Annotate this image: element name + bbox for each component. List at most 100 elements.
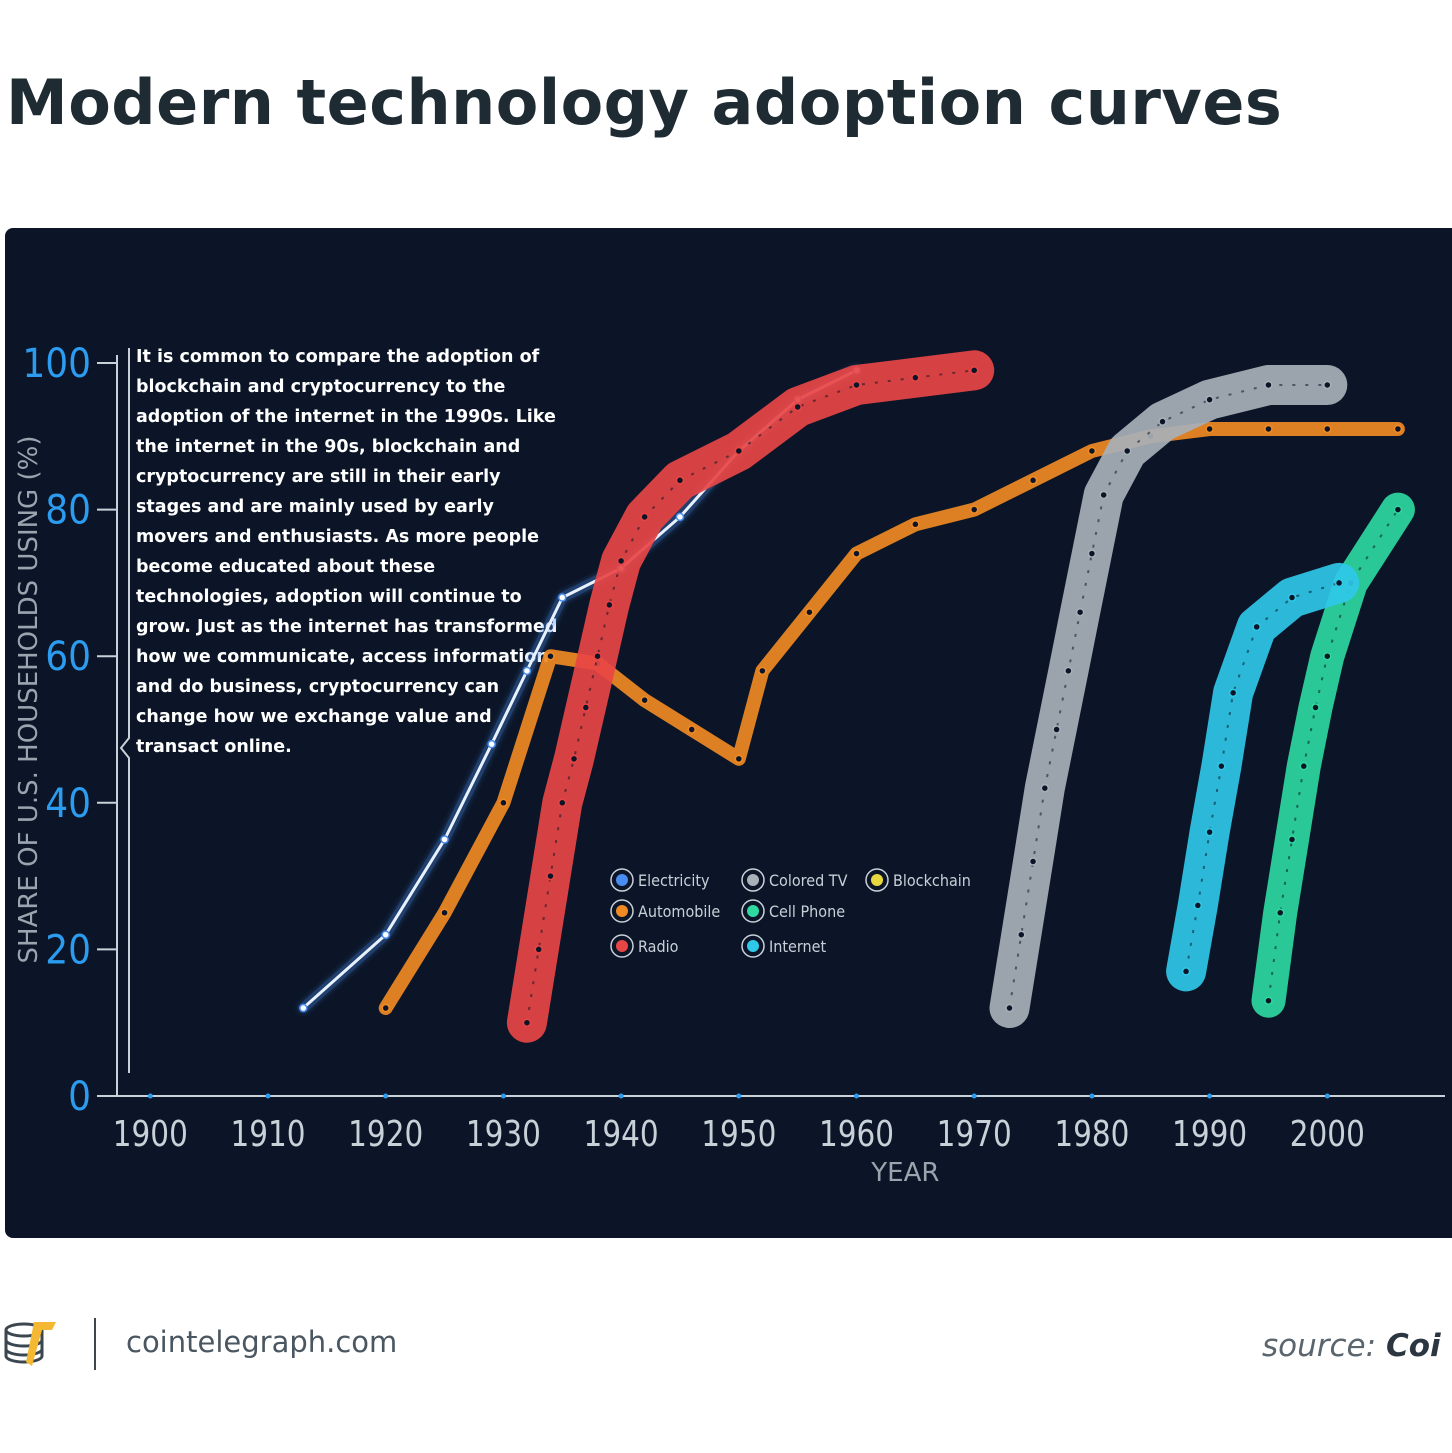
data-point	[911, 373, 920, 382]
data-point	[1205, 395, 1214, 404]
data-point	[852, 549, 861, 558]
y-tick-label: 40	[45, 781, 91, 827]
legend-item-automobile: Automobile	[610, 899, 720, 923]
y-tick-label: 60	[45, 634, 91, 680]
annotation-brace	[119, 348, 130, 1073]
data-point	[969, 505, 979, 514]
annotation-line: the internet in the 90s, blockchain and	[136, 437, 520, 457]
legend: Electricity Automobile Radio Colored TV Cell…	[610, 868, 971, 958]
series-line	[378, 422, 1405, 1015]
data-point	[1205, 827, 1214, 837]
data-point	[487, 739, 496, 749]
annotation-line: change how we exchange value and	[136, 707, 492, 727]
x-axis-title: YEAR	[870, 1158, 939, 1188]
data-point	[546, 871, 555, 881]
data-point	[522, 666, 532, 676]
data-point	[546, 651, 555, 661]
annotation-line: movers and enthusiasts. As more people	[136, 527, 539, 547]
data-point	[1122, 446, 1132, 456]
data-point	[1287, 835, 1297, 844]
axes: 0 20 40 60 80 100 1900 1910 1920 1930 1940 1950 1960…	[14, 341, 1445, 1188]
legend-item-blockchain: Blockchain	[865, 868, 971, 892]
y-tick-label: 100	[22, 341, 91, 387]
data-point	[1099, 490, 1108, 500]
legend-label: Colored TV	[769, 871, 848, 890]
data-point	[640, 512, 649, 522]
annotation-text: It is common to compare the adoption of b…	[136, 347, 557, 757]
source-prefix: source:	[1262, 1328, 1377, 1364]
x-tick-dot	[1324, 1093, 1330, 1099]
legend-swatch	[616, 874, 628, 886]
data-point	[522, 1018, 532, 1027]
x-tick-label: 1920	[348, 1112, 423, 1155]
data-point	[1228, 688, 1238, 698]
series-internet	[1166, 562, 1360, 992]
annotation-line: cryptocurrency are still in their early	[136, 467, 501, 487]
data-point	[1393, 505, 1403, 514]
legend-item-electricity: Electricity	[610, 868, 710, 892]
data-point	[734, 754, 744, 764]
annotation-line: how we communicate, access information	[136, 647, 549, 667]
data-point	[911, 520, 920, 529]
annotation-line: stages and are mainly used by early	[136, 497, 494, 517]
data-point	[534, 945, 543, 954]
data-point	[569, 754, 579, 764]
data-point	[1311, 703, 1320, 712]
data-point	[1028, 476, 1038, 485]
data-point	[640, 695, 649, 705]
data-point	[1299, 761, 1309, 771]
footer-site-link[interactable]: cointelegraph.com	[126, 1325, 398, 1359]
annotation-line: become educated about these	[136, 557, 435, 577]
x-tick-dot	[736, 1093, 742, 1099]
series-texture	[1185, 581, 1340, 972]
data-point	[1158, 417, 1167, 426]
legend-swatch	[747, 874, 759, 886]
data-point	[1075, 607, 1085, 617]
series-group	[298, 350, 1415, 1043]
data-point	[1005, 1003, 1014, 1013]
data-point	[1052, 725, 1061, 734]
x-tick-label: 1980	[1054, 1112, 1129, 1155]
x-tick-dot	[1089, 1093, 1095, 1099]
legend-label: Radio	[638, 937, 679, 956]
data-point	[758, 666, 767, 676]
legend-swatch	[747, 940, 759, 952]
page-title: Modern technology adoption curves	[6, 66, 1283, 139]
x-tick-dot	[854, 1093, 860, 1099]
footer-source: source: Coi	[1262, 1328, 1441, 1364]
x-tick-label: 2000	[1290, 1112, 1365, 1155]
data-point	[1087, 446, 1097, 456]
data-point	[558, 593, 567, 602]
data-point	[593, 651, 602, 661]
data-point	[675, 512, 685, 522]
data-point	[605, 600, 614, 610]
annotation-line: blockchain and cryptocurrency to the	[136, 377, 506, 397]
data-point	[1264, 424, 1273, 434]
x-tick-dot	[265, 1093, 271, 1099]
x-tick-dot	[500, 1093, 506, 1099]
series-colored-tv	[989, 365, 1348, 1028]
data-point	[1064, 666, 1073, 676]
series-texture	[525, 369, 975, 1023]
data-point	[675, 476, 685, 485]
data-point	[1393, 424, 1403, 434]
data-point	[1181, 967, 1191, 976]
data-point	[1217, 761, 1226, 771]
cointelegraph-logo-icon	[4, 1322, 56, 1366]
x-tick-label: 1910	[230, 1112, 305, 1155]
data-point	[581, 703, 591, 712]
data-point	[969, 366, 979, 375]
footer-divider	[94, 1318, 96, 1370]
data-point	[1252, 622, 1261, 632]
legend-label: Electricity	[638, 871, 710, 890]
data-point	[299, 1003, 308, 1013]
annotation-line: and do business, cryptocurrency can	[136, 677, 499, 697]
data-point	[1017, 930, 1026, 939]
x-tick-dot	[1207, 1093, 1213, 1099]
data-point	[1264, 996, 1273, 1005]
legend-item-radio: Radio	[610, 934, 679, 958]
y-tick-label: 20	[45, 927, 91, 973]
data-point	[1323, 380, 1332, 390]
legend-swatch	[871, 874, 883, 886]
annotation-line: It is common to compare the adoption of	[136, 347, 540, 367]
